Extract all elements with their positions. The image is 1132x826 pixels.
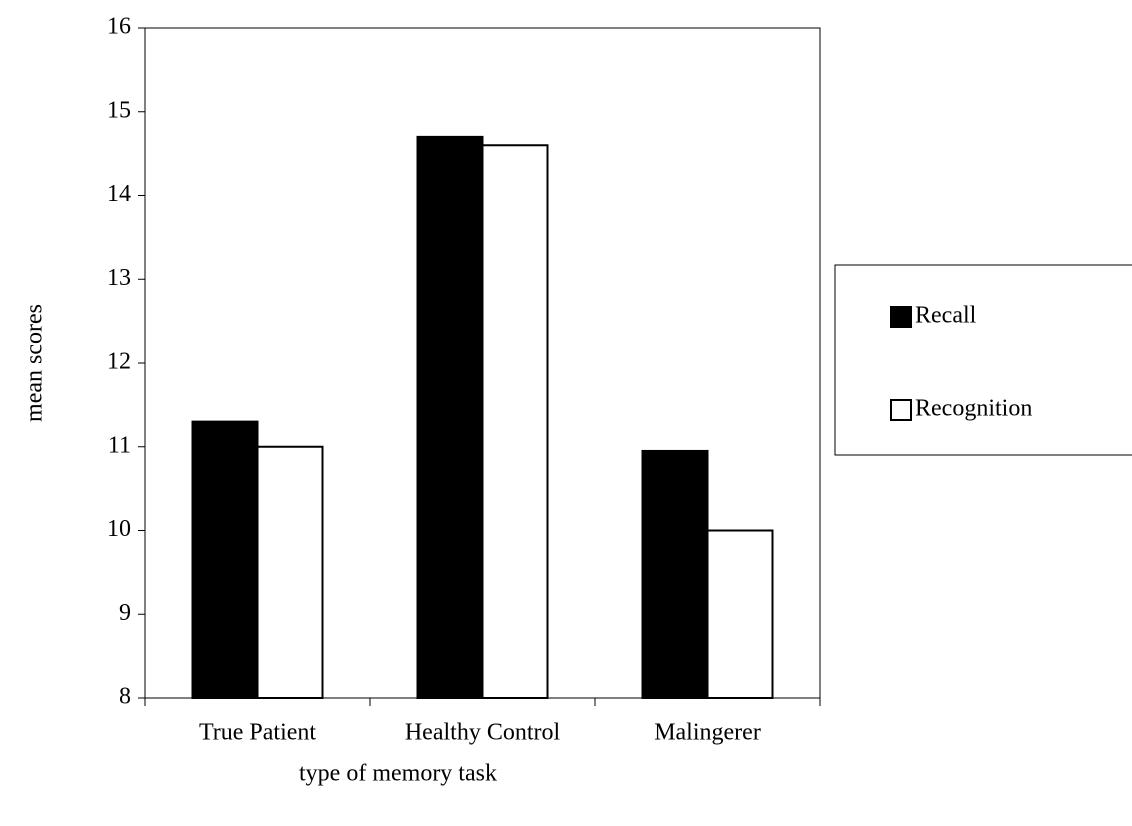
x-tick-label: Malingerer: [654, 720, 761, 746]
bar: [481, 144, 549, 699]
y-tick-label: 11: [108, 432, 131, 458]
legend-swatch: [890, 399, 912, 421]
x-tick-label: Healthy Control: [405, 720, 561, 746]
y-tick-label: 13: [107, 265, 131, 291]
y-tick-label: 15: [107, 97, 131, 123]
x-axis-label: type of memory task: [299, 761, 497, 787]
y-axis-label: mean scores: [22, 304, 48, 422]
bar: [641, 449, 709, 699]
y-tick-label: 16: [107, 14, 131, 40]
legend-box: [834, 264, 1132, 456]
y-tick-label: 14: [107, 181, 131, 207]
legend-label: Recall: [915, 303, 977, 329]
bar: [416, 135, 484, 699]
y-tick-label: 10: [107, 516, 131, 542]
legend-label: Recognition: [915, 396, 1032, 422]
bar: [256, 445, 324, 699]
x-tick-label: True Patient: [199, 720, 316, 746]
bar: [706, 529, 774, 699]
y-tick-label: 8: [119, 684, 131, 710]
y-tick-label: 9: [119, 600, 131, 626]
y-tick-label: 12: [107, 349, 131, 375]
legend-swatch: [890, 306, 912, 328]
bar: [191, 420, 259, 699]
